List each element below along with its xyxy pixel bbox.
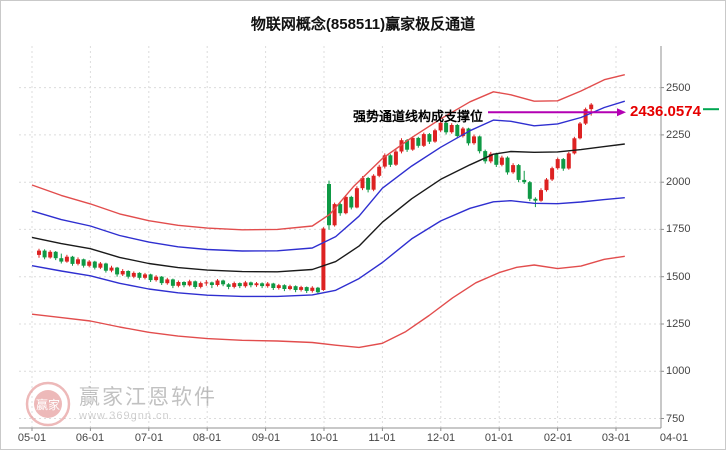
brand-logo-text: 赢家	[36, 397, 60, 412]
brand-logo-icon: 赢家	[25, 381, 71, 427]
candles-layer	[37, 103, 594, 295]
axes-layer	[19, 46, 664, 431]
upper-rail-red	[31, 74, 625, 231]
support-arrow	[488, 108, 719, 117]
watermark-url: www.369gnn.cn	[79, 410, 170, 423]
channel-lines-layer	[31, 74, 626, 349]
chart-title: 物联网概念(858511)赢家极反通道	[250, 16, 476, 33]
strong-line-blue	[31, 100, 626, 252]
life-line-black	[31, 143, 625, 273]
watermark-name: 赢家江恩软件	[79, 385, 217, 409]
grid-layer	[19, 46, 661, 428]
annotation-text: 强势通道线构成支撑位	[353, 109, 484, 124]
lower-rail-red	[31, 255, 625, 349]
annotation-value: 2436.0574	[630, 103, 701, 120]
weak-line-blue	[31, 197, 625, 298]
watermark: 赢家 赢家江恩软件 www.369gnn.cn	[25, 381, 217, 427]
